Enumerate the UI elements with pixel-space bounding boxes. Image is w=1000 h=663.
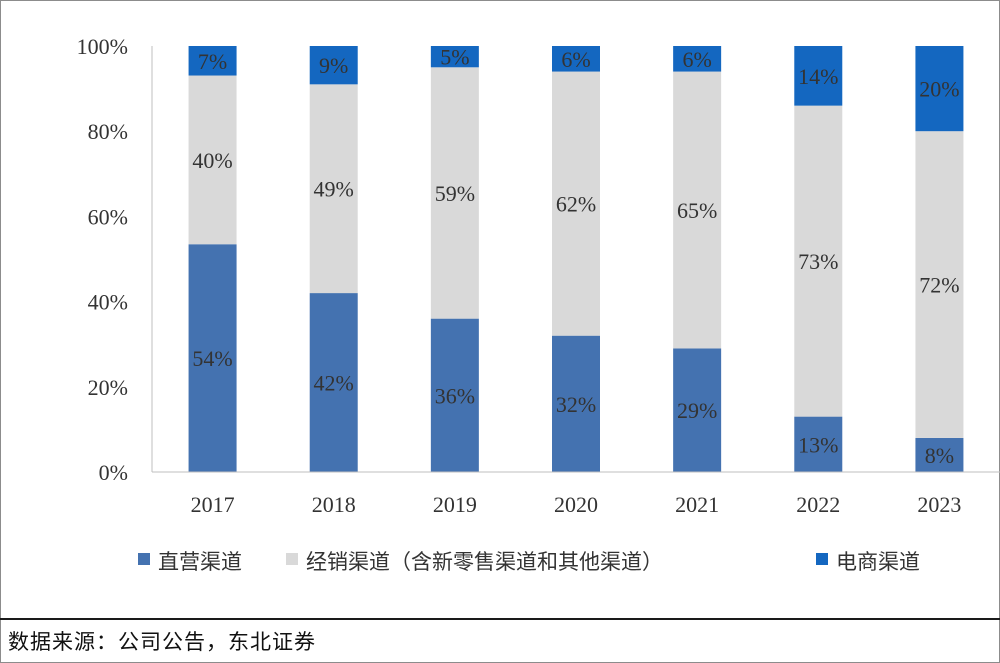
bar-segment [188,244,237,472]
x-tick-label: 2021 [675,492,719,517]
bar-segment [188,75,237,245]
data-label: 9% [319,53,348,78]
x-tick-label: 2017 [191,492,235,517]
data-label: 32% [556,392,596,417]
legend-swatch [138,553,150,565]
y-tick-label: 60% [88,204,128,229]
data-label: 36% [435,383,475,408]
legend-label: 经销渠道（含新零售渠道和其他渠道） [306,550,663,574]
data-label: 8% [925,443,954,468]
data-label: 42% [314,371,354,396]
data-label: 14% [798,64,838,89]
data-label: 49% [314,177,354,202]
legend-label: 电商渠道 [836,550,920,574]
data-label: 54% [192,346,232,371]
y-tick-label: 100% [77,34,128,59]
data-label: 62% [556,192,596,217]
bar-segment [430,67,479,319]
bar-segment [915,437,964,472]
bar-segment [309,293,358,472]
legend-swatch [286,553,298,565]
y-tick-label: 40% [88,290,128,315]
legend-label: 直营渠道 [158,550,242,574]
source-text: 公司公告，东北证券 [118,630,316,654]
bar-segment [430,46,479,68]
y-tick-label: 80% [88,119,128,144]
bar-segment [915,46,964,132]
bar-segment [552,46,600,72]
data-label: 20% [919,77,959,102]
x-tick-label: 2022 [796,492,840,517]
x-tick-label: 2020 [554,492,598,517]
bar-segment [673,71,722,349]
data-label: 29% [677,398,717,423]
bar-segment [794,46,843,106]
data-label: 72% [919,273,959,298]
data-label: 73% [798,249,838,274]
data-label: 6% [682,47,711,72]
data-label: 13% [798,432,838,457]
x-tick-label: 2019 [433,492,477,517]
data-label: 59% [435,181,475,206]
bar-segment [794,416,843,472]
data-label: 7% [198,49,227,74]
source-label: 数据来源： [8,630,118,654]
y-tick-label: 20% [88,375,128,400]
bar-segment [673,46,722,72]
x-tick-label: 2018 [312,492,356,517]
data-label: 6% [561,47,590,72]
bar-segment [309,46,358,85]
source-divider [0,618,1000,620]
legend-swatch [816,553,828,565]
data-source: 数据来源：公司公告，东北证券 [8,626,316,656]
x-tick-label: 2023 [917,492,961,517]
stacked-bar-chart: 0% 20% 40% 60% 80% 100% 54% 40% 7% 2017 42% 49% 9% 20… [77,34,1000,574]
y-tick-label: 0% [99,460,128,485]
bar-segment [552,71,600,336]
data-label: 65% [677,198,717,223]
bar-segment [673,348,722,472]
data-label: 5% [440,45,469,70]
data-label: 40% [192,148,232,173]
bar-segment [552,335,600,472]
bar-segment [309,84,358,294]
bar-segment [188,46,237,76]
bar-segment [915,131,964,438]
bar-segment [430,318,479,472]
bar-segment [794,105,843,417]
